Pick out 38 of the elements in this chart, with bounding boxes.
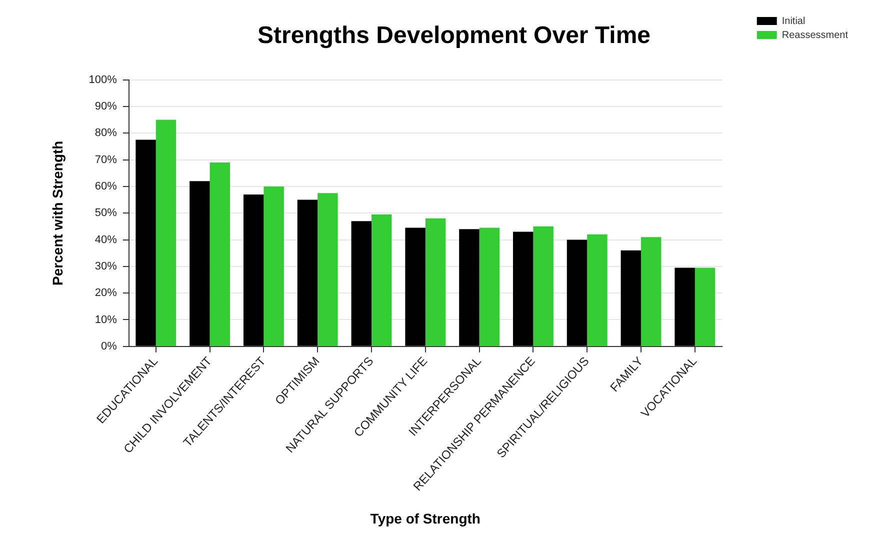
legend-label: Reassessment — [782, 30, 848, 41]
y-tick-label: 10% — [94, 314, 118, 326]
bar — [459, 229, 480, 346]
y-tick-label: 90% — [94, 100, 118, 112]
bar — [641, 237, 662, 346]
x-axis-title: Type of Strength — [370, 510, 480, 526]
bar — [318, 193, 338, 346]
y-tick-label: 70% — [94, 154, 118, 166]
bar — [190, 181, 210, 346]
y-tick-label: 100% — [88, 74, 118, 86]
bar — [694, 268, 716, 346]
y-tick-label: 40% — [94, 234, 118, 246]
bar — [136, 140, 156, 346]
y-tick-label: 50% — [94, 207, 118, 220]
bar — [156, 120, 176, 346]
bar — [297, 200, 318, 346]
bar — [371, 214, 392, 346]
bar — [512, 232, 534, 346]
chart-title: Strengths Development Over Time — [258, 22, 650, 50]
y-axis-title: Percent with Strength — [49, 140, 66, 286]
bar — [566, 240, 588, 346]
bar — [405, 228, 426, 346]
bar — [210, 162, 230, 346]
bar — [620, 250, 642, 346]
y-tick-label: 20% — [94, 287, 118, 300]
bar — [351, 221, 372, 346]
y-tick-label: 80% — [94, 127, 118, 140]
bar — [587, 234, 608, 346]
y-tick-label: 30% — [94, 260, 118, 272]
bar — [674, 268, 695, 346]
bar — [425, 218, 446, 346]
y-tick-label: 60% — [94, 180, 118, 192]
bar — [243, 194, 264, 346]
bar — [479, 228, 500, 346]
y-tick-label: 0% — [101, 340, 118, 352]
legend-label: Initial — [782, 16, 806, 27]
bar — [533, 226, 554, 346]
bar — [264, 186, 284, 346]
